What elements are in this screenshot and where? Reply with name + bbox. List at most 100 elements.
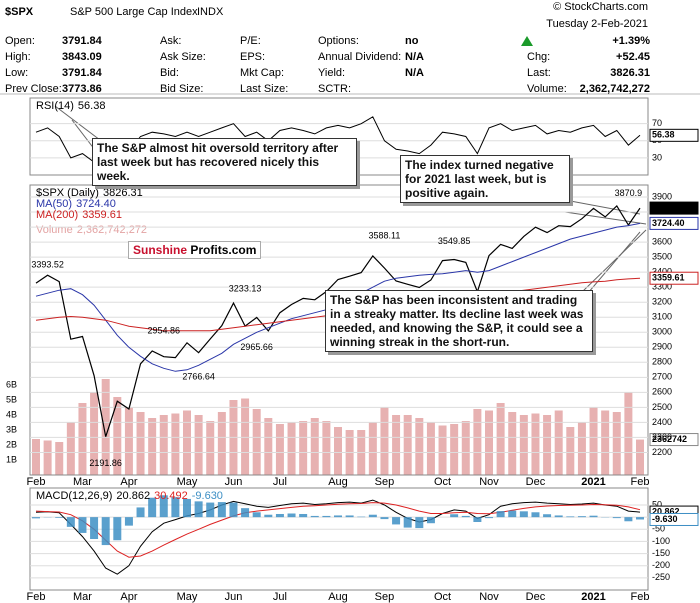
bar [159, 495, 168, 518]
bar [136, 507, 145, 518]
y-tick-label: 2B [6, 439, 17, 449]
quote-value: 3843.09 [62, 51, 102, 63]
y-tick-label: 4B [6, 409, 17, 419]
logo: Sunshine Profits.com [128, 241, 262, 259]
legend-name: Volume [36, 224, 73, 236]
bar [194, 415, 203, 475]
bar [496, 403, 505, 475]
bar [485, 410, 493, 475]
quote-label: Chg: [527, 51, 550, 63]
y-tick-label: 3600 [652, 236, 672, 246]
series-line [35, 502, 641, 558]
y-tick-label: 2300 [652, 432, 672, 442]
x-tick-label: Aug [328, 591, 348, 603]
price-label: 3393.52 [31, 259, 64, 269]
bar [368, 514, 377, 518]
quote-label: Yield: [318, 67, 345, 79]
bar [113, 397, 122, 475]
legend-value: 30.492 [154, 490, 188, 502]
quote-value: 2,362,742,272 [580, 83, 650, 95]
y-tick-label: -100 [652, 536, 670, 546]
logo-part: Profits.com [190, 243, 257, 257]
bar [275, 513, 284, 518]
price-label: 2954.86 [147, 325, 180, 335]
bar [252, 512, 261, 518]
bar [566, 516, 575, 518]
bar [577, 516, 586, 518]
x-tick-label: May [177, 476, 198, 488]
bar [124, 517, 133, 526]
x-tick-label: Aug [328, 476, 348, 488]
x-tick-label: Jul [273, 591, 287, 603]
value-box-label: 3359.61 [652, 273, 685, 283]
x-tick-label: Feb [27, 476, 46, 488]
legend-value: 3724.40 [76, 198, 116, 210]
bar [66, 422, 75, 475]
bar [334, 427, 342, 475]
bar [612, 517, 621, 519]
y-tick-label: 3000 [652, 327, 672, 337]
value-box [649, 216, 699, 230]
y-tick-label: -150 [652, 548, 670, 558]
quote-label: Ask Size: [160, 51, 206, 63]
bar [241, 398, 250, 475]
bar [403, 415, 412, 475]
x-tick-label: Mar [73, 476, 92, 488]
quote-label: Last Size: [240, 83, 288, 95]
quote-label: Low: [5, 67, 28, 79]
bar [299, 513, 308, 518]
bar [450, 424, 459, 475]
quote-label: EPS: [240, 51, 265, 63]
y-tick-label: 30 [652, 152, 662, 162]
x-tick-label: Mar [73, 591, 92, 603]
x-tick-label: Apr [120, 591, 137, 603]
bar [55, 517, 64, 518]
quote-label: Annual Dividend: [318, 51, 401, 63]
bar [275, 424, 284, 475]
copyright: © StockCharts.com [553, 1, 648, 13]
bar [171, 413, 180, 475]
legend-entry: Volume 2,362,742,272 [36, 224, 147, 236]
bar [101, 379, 110, 475]
bar [183, 498, 191, 518]
value-box [649, 201, 699, 215]
bar [90, 517, 99, 539]
price-label: 2191.86 [89, 458, 122, 468]
legend-value: 3826.31 [103, 187, 143, 199]
legend-value: 56.38 [78, 100, 106, 112]
value-box-label: 3724.40 [652, 218, 685, 228]
date: Tuesday 2-Feb-2021 [546, 18, 648, 30]
y-tick-label: 3900 [652, 191, 672, 201]
bar [159, 415, 168, 475]
bar [554, 410, 563, 475]
quote-label: Bid: [160, 67, 179, 79]
bar [148, 418, 157, 475]
quote-value: 3791.84 [62, 35, 103, 47]
bar [624, 517, 633, 522]
legend-entry: MA(200) 3359.61 [36, 209, 122, 221]
bar [113, 517, 122, 541]
bar [543, 415, 552, 475]
bar [101, 517, 110, 546]
quote-value: 3791.84 [62, 67, 103, 79]
bar [171, 497, 180, 518]
bar [473, 409, 482, 475]
y-tick-label: 3400 [652, 267, 672, 277]
bar [485, 517, 493, 519]
bar [194, 501, 203, 518]
bar [461, 421, 470, 475]
value-box-label: 20.862 [652, 506, 680, 516]
price-label: 3233.13 [229, 284, 262, 294]
x-tick-label: May [177, 591, 198, 603]
value-box-label: 56.38 [652, 130, 675, 140]
bar [287, 513, 296, 518]
value-box-label: 3826.31 [652, 202, 685, 212]
index-name: S&P 500 Large Cap Index [70, 6, 198, 18]
bar [66, 517, 75, 527]
bar [287, 422, 296, 475]
bar [415, 418, 424, 475]
bar [334, 515, 342, 518]
quote-value: no [405, 35, 419, 47]
